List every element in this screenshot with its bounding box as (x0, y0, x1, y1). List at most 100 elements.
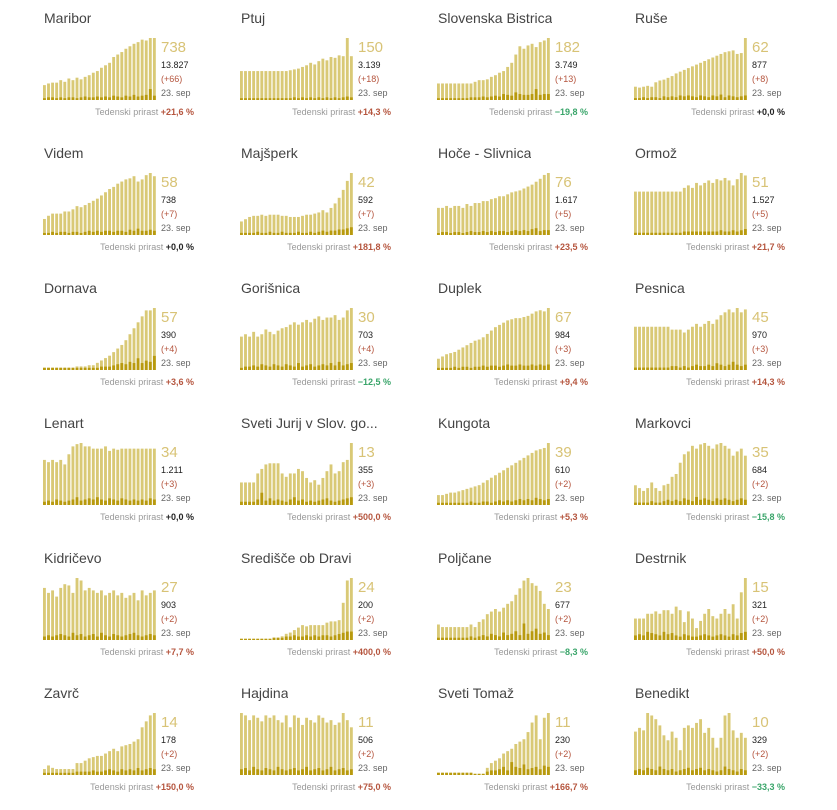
daily-bar-mark (514, 500, 518, 505)
chart-cell: Hoče - Slivnica 76 1.617 (+5) 23. sep Tedensk… (394, 135, 591, 270)
date-label: 23. sep (358, 493, 388, 503)
bar-mark (297, 216, 300, 235)
chart-title: Zavrč (44, 685, 79, 701)
bar-mark (727, 309, 731, 370)
daily-bar-mark (100, 771, 103, 775)
daily-bar-mark (309, 231, 313, 235)
daily-bar-mark (136, 635, 140, 640)
bar-mark (260, 468, 264, 505)
date-label: 23. sep (358, 223, 388, 233)
daily-bar-mark (71, 772, 75, 775)
bar-mark (477, 621, 481, 640)
bar-mark (51, 459, 55, 505)
chart-cell: Pesnica 45 970 (+3) 23. sep Tedenski prirast … (591, 270, 788, 405)
daily-bar-mark (91, 770, 95, 775)
bar-mark (337, 722, 341, 775)
daily-bar-mark (666, 367, 670, 370)
daily-bar-mark (75, 367, 79, 370)
daily-bar-mark (100, 97, 103, 100)
bar-mark (341, 462, 345, 505)
daily-bar-mark (248, 232, 252, 235)
daily-bar-mark (317, 231, 321, 235)
bar-mark (546, 308, 550, 370)
date-label: 23. sep (555, 88, 585, 98)
daily-bar-mark (83, 499, 87, 505)
daily-bar-mark (735, 499, 739, 505)
bar-mark (534, 450, 538, 505)
daily-bar-mark (481, 365, 485, 370)
bar-chart (437, 713, 550, 775)
bar-mark (71, 80, 75, 100)
bar-mark (112, 748, 116, 775)
daily-bar-mark (136, 228, 140, 235)
bar-mark (638, 87, 641, 100)
daily-bar-mark (108, 769, 112, 775)
daily-bar-mark (116, 500, 120, 505)
daily-bar-mark (272, 770, 276, 775)
daily-bar-mark (112, 365, 116, 370)
daily-bar-mark (341, 365, 345, 370)
daily-bar-mark (276, 98, 280, 100)
bar-mark (703, 323, 707, 370)
bar-mark (260, 214, 264, 235)
change-value: (+5) (555, 209, 572, 219)
bar-mark (124, 448, 128, 505)
bar-mark (112, 590, 116, 640)
bar-mark (349, 443, 353, 505)
daily-bar-mark (546, 364, 550, 370)
daily-bar-mark (674, 97, 678, 100)
bar-mark (662, 610, 666, 640)
daily-bar-mark (646, 767, 650, 775)
bar-mark (441, 627, 444, 640)
bar-mark (469, 342, 473, 370)
daily-bar-mark (731, 770, 735, 775)
daily-bar-mark (341, 632, 345, 640)
bar-mark (337, 620, 341, 640)
daily-bar-mark (284, 636, 288, 640)
bar-mark (715, 618, 719, 640)
change-value: (+13) (555, 74, 577, 84)
daily-bar-mark (132, 770, 136, 775)
bar-mark (341, 189, 345, 235)
bar-mark (711, 182, 715, 235)
weekly-growth-label: Tedenski prirast (686, 647, 750, 657)
bar-mark (699, 326, 703, 370)
latest-value: 24 (358, 579, 375, 596)
weekly-growth: Tedenski prirast +21,6 % (95, 107, 194, 117)
bar-mark (116, 348, 120, 370)
bar-mark (654, 611, 658, 640)
daily-bar-mark (465, 232, 469, 235)
bar-chart (43, 38, 156, 100)
daily-bar-mark (67, 367, 71, 370)
daily-bar-mark (449, 637, 453, 640)
daily-bar-mark (526, 365, 530, 370)
bar-mark (498, 611, 501, 640)
daily-bar-mark (530, 768, 534, 775)
bar-mark (526, 315, 530, 370)
daily-bar-mark (510, 501, 514, 505)
bar-mark (461, 207, 465, 235)
daily-bar-mark (248, 501, 252, 505)
daily-bar-mark (670, 366, 674, 370)
daily-bar-mark (719, 364, 723, 370)
bar-mark (542, 311, 546, 370)
bar-chart (634, 173, 747, 235)
bar-chart (240, 713, 353, 775)
daily-bar-mark (461, 366, 465, 370)
bar-mark (132, 592, 136, 640)
chart-title: Poljčane (438, 550, 492, 566)
daily-bar-mark (71, 97, 75, 100)
daily-bar-mark (686, 231, 690, 235)
bar-mark (144, 721, 148, 775)
bar-mark (481, 619, 485, 640)
bar-mark (731, 730, 735, 775)
daily-bar-mark (727, 769, 731, 775)
daily-bar-mark (124, 95, 128, 100)
weekly-growth: Tedenski prirast −15,8 % (686, 512, 785, 522)
bar-mark (522, 580, 526, 640)
change-value: (+2) (161, 614, 178, 624)
date-label: 23. sep (161, 88, 191, 98)
daily-bar-mark (530, 631, 534, 640)
bar-mark (719, 180, 723, 235)
bar-mark (674, 329, 678, 370)
